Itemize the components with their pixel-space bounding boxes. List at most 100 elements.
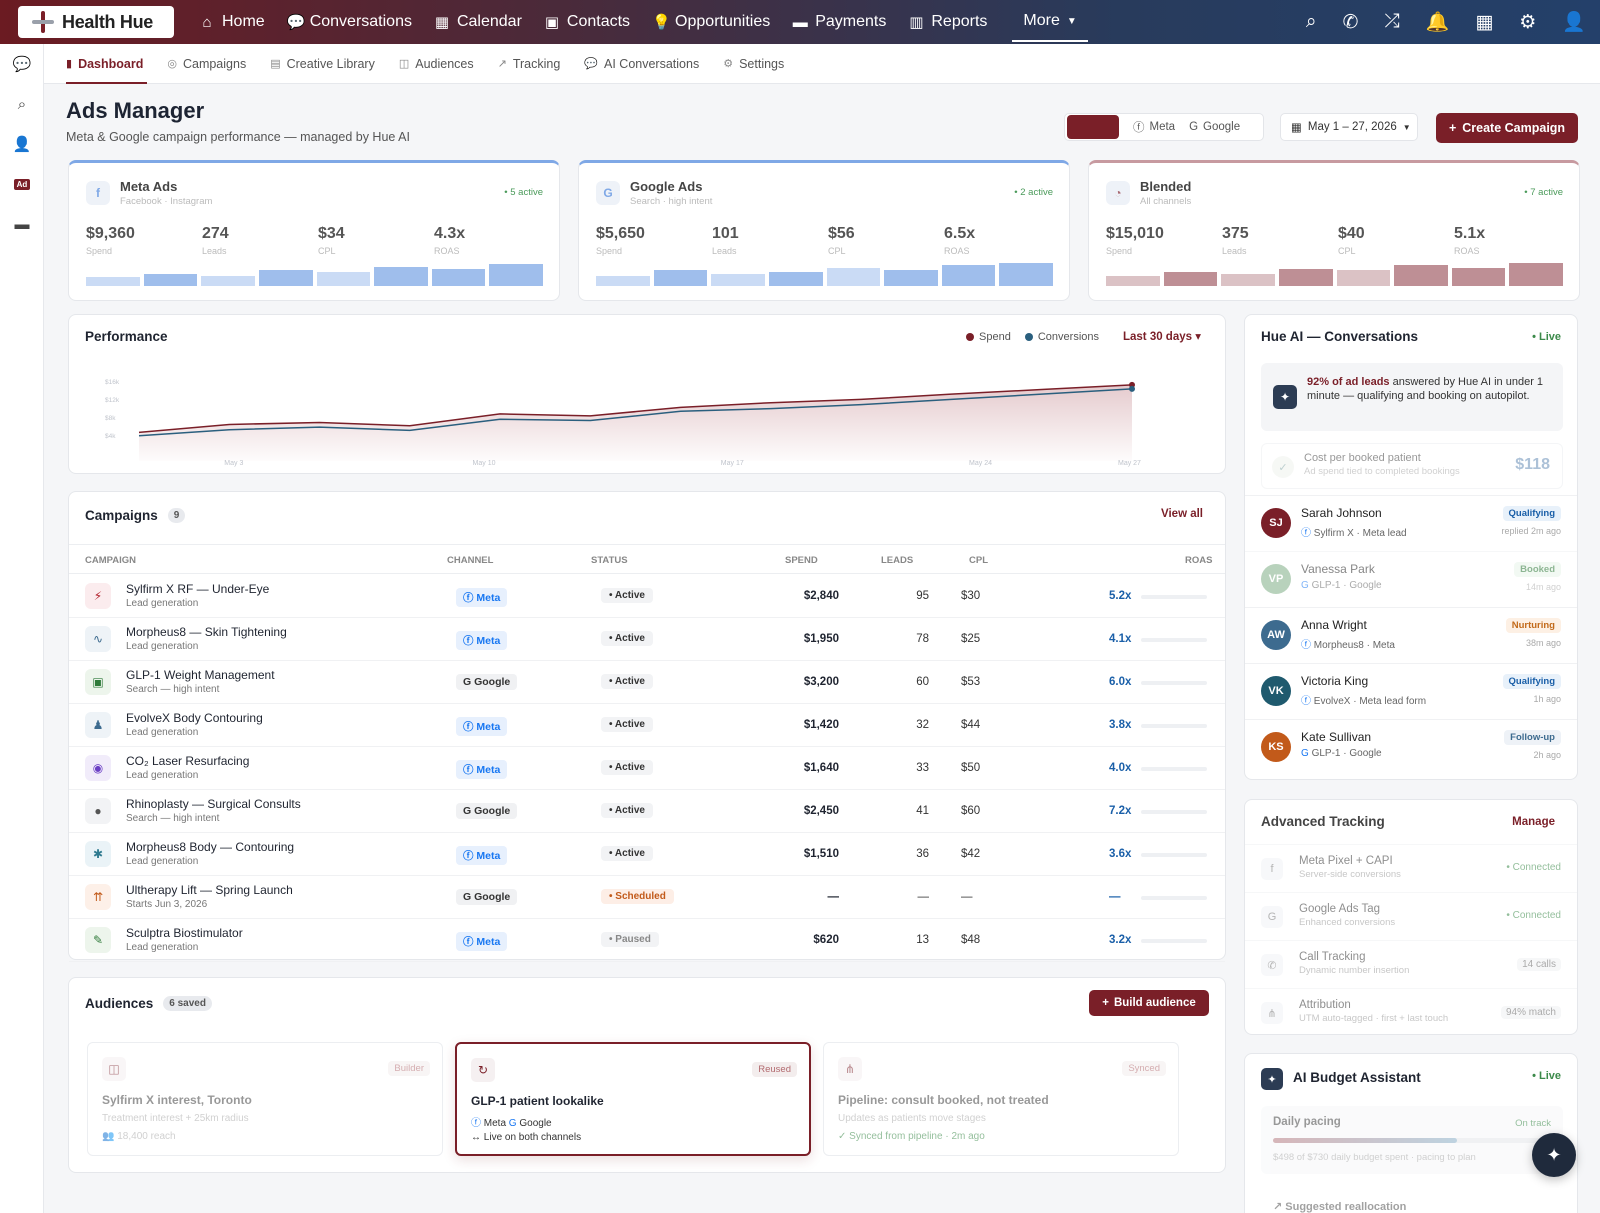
campaign-name[interactable]: Ultherapy Lift — Spring Launch [126, 883, 293, 897]
col-status[interactable]: STATUS [591, 555, 628, 566]
tracking-row[interactable]: f Meta Pixel + CAPI Server-side conversion… [1245, 844, 1577, 892]
sub-navigation: ▮ Dashboard ◎ Campaigns ▤ Creative Library ◫ Au… [44, 44, 1600, 84]
kpi-card-meta-ads[interactable]: f Meta Ads Facebook · Instagram • 5 active $… [68, 160, 560, 301]
table-row[interactable]: ▣ GLP-1 Weight Management Search — high in… [69, 660, 1225, 704]
search-icon[interactable]: ⌕ [1305, 11, 1317, 32]
campaign-name[interactable]: CO₂ Laser Resurfacing [126, 754, 250, 768]
campaign-type: Search — high intent [126, 813, 220, 824]
kpi-card-google-ads[interactable]: G Google Ads Search · high intent • 2 activ… [578, 160, 1070, 301]
table-row[interactable]: ✎ Sculptra Biostimulator Lead generation ⓕ … [69, 918, 1225, 962]
manage-link[interactable]: Manage [1512, 816, 1555, 828]
kpi-card-blended[interactable]: ◔ Blended All channels • 7 active $15,010 Spe… [1088, 160, 1580, 301]
tracking-row[interactable]: G Google Ads Tag Enhanced conversions • Con… [1245, 892, 1577, 940]
magic-wand-icon: ✦ [1273, 385, 1297, 409]
nav-conversations[interactable]: 💬 Conversations [286, 13, 412, 31]
col-campaign[interactable]: CAMPAIGN [85, 555, 137, 566]
nav-opportunities[interactable]: 💡 Opportunities [652, 13, 771, 31]
nav-payments[interactable]: ▬ Payments [792, 13, 887, 31]
tab-ai-conversations[interactable]: 💬 AI Conversations [584, 56, 700, 71]
build-audience-button[interactable]: + Build audience [1089, 990, 1209, 1016]
range-dropdown[interactable]: Last 30 days ▾ [1122, 331, 1201, 343]
col-spend[interactable]: SPEND [785, 555, 818, 566]
chevron-down-icon: ▼ [1402, 122, 1411, 132]
col-cpl[interactable]: CPL [969, 555, 988, 566]
performance-chart: $16k $12k $8k $4k May 3 May 10 May 17 May 24 May… [105, 379, 1141, 467]
table-row[interactable]: ∿ Morpheus8 — Skin Tightening Lead generat… [69, 617, 1225, 661]
conversation-row[interactable]: VP Vanessa Park G GLP-1 · Google Booked 14m … [1245, 551, 1577, 607]
filter-google-button[interactable]: G Google [1189, 121, 1241, 133]
x-tick-label: May 10 [473, 460, 496, 467]
table-row[interactable]: ⚡ Sylfirm X RF — Under-Eye Lead generation… [69, 574, 1225, 618]
contact-name: Victoria King [1301, 674, 1369, 688]
conversation-row[interactable]: VK Victoria King ⓕ EvolveX · Meta lead for… [1245, 663, 1577, 719]
leads-value: 60 [916, 676, 929, 688]
calendar-icon[interactable]: ▦ [1475, 11, 1494, 33]
col-channel[interactable]: CHANNEL [447, 555, 494, 566]
table-row[interactable]: ⇈ Ultherapy Lift — Spring Launch Starts Ju… [69, 875, 1225, 919]
tab-audiences[interactable]: ◫ Audiences [398, 56, 474, 71]
search-icon[interactable]: ⌕ [17, 95, 27, 113]
payments-icon[interactable]: ▬ [14, 215, 30, 233]
contacts-icon[interactable]: 👤 [12, 136, 32, 153]
date-range-picker[interactable]: ▦ May 1 – 27, 2026 ▼ [1280, 113, 1418, 141]
table-row[interactable]: ◉ CO₂ Laser Resurfacing Lead generation ⓕ M… [69, 746, 1225, 790]
create-campaign-button[interactable]: + Create Campaign [1436, 113, 1578, 143]
campaign-name[interactable]: Morpheus8 Body — Contouring [126, 840, 295, 854]
conversation-row[interactable]: SJ Sarah Johnson ⓕ Sylfirm X · Meta lead Qu… [1245, 495, 1577, 551]
gear-icon[interactable]: ⚙ [1519, 11, 1537, 33]
tracking-row[interactable]: ⋔ Attribution UTM auto-tagged · first + la… [1245, 988, 1577, 1036]
legend-spend: Spend [966, 331, 1011, 343]
plus-icon: + [1102, 997, 1109, 1009]
audience-card[interactable]: ◫ Builder Sylfirm X interest, Toronto Treat… [87, 1042, 443, 1156]
tab-creative-library[interactable]: ▤ Creative Library [270, 56, 375, 71]
nav-reports[interactable]: ▥ Reports [909, 13, 988, 31]
kpi-metric: 375 Leads [1222, 225, 1249, 256]
campaign-name[interactable]: GLP-1 Weight Management [126, 668, 275, 682]
lead-source: ⓕ EvolveX · Meta lead form [1301, 696, 1427, 707]
campaign-name[interactable]: Rhinoplasty — Surgical Consults [126, 797, 301, 811]
col-roas[interactable]: ROAS [1185, 555, 1213, 566]
audience-card[interactable]: ↻ Reused GLP-1 patient lookalike ⓕ Meta G G… [455, 1042, 811, 1156]
user-icon[interactable]: 👤 [1562, 12, 1586, 33]
campaign-name[interactable]: Sylfirm X RF — Under-Eye [126, 582, 270, 596]
conversation-time: 38m ago [1525, 638, 1561, 648]
more-menu[interactable]: More ▼ [1012, 2, 1088, 42]
x-tick-label: May 24 [969, 460, 992, 467]
tracking-row[interactable]: ✆ Call Tracking Dynamic number insertion 14… [1245, 940, 1577, 988]
conversation-row[interactable]: AW Anna Wright ⓕ Morpheus8 · Meta Nurturing… [1245, 607, 1577, 663]
roas-value: 4.1x [1109, 633, 1132, 645]
table-row[interactable]: ✱ Morpheus8 Body — Contouring Lead generat… [69, 832, 1225, 876]
tab-campaigns[interactable]: ◎ Campaigns [167, 56, 247, 71]
ai-assistant-fab[interactable]: ✦ [1532, 1133, 1576, 1177]
table-row[interactable]: ● Rhinoplasty — Surgical Consults Search —… [69, 789, 1225, 833]
conversation-row[interactable]: KS Kate Sullivan G GLP-1 · Google Follow-up… [1245, 719, 1577, 775]
chat-icon[interactable]: 💬 [12, 56, 32, 73]
tab-tracking[interactable]: ↗ Tracking [497, 56, 561, 71]
campaign-type: Starts Jun 3, 2026 [126, 899, 208, 910]
lead-source: G GLP-1 · Google [1301, 748, 1382, 759]
bell-icon[interactable]: 🔔 [1425, 12, 1450, 33]
tab-settings[interactable]: ⚙ Settings [723, 56, 785, 71]
campaign-name[interactable]: EvolveX Body Contouring [126, 711, 263, 725]
campaign-name[interactable]: Morpheus8 — Skin Tightening [126, 625, 287, 639]
view-all-link[interactable]: View all [1161, 508, 1203, 520]
suggested-reallocation[interactable]: ↗ Suggested reallocation [1273, 1201, 1407, 1213]
col-leads[interactable]: LEADS [881, 555, 914, 566]
nav-home[interactable]: ⌂ Home [188, 0, 276, 44]
filter-all-button[interactable] [1067, 115, 1119, 139]
nav-calendar[interactable]: ▦ Calendar [434, 13, 522, 31]
audience-card[interactable]: ⋔ Synced Pipeline: consult booked, not tre… [823, 1042, 1179, 1156]
shuffle-icon[interactable]: ⤮ [1384, 11, 1400, 32]
ads-icon[interactable]: Ad [0, 164, 44, 204]
table-row[interactable]: ♟ EvolveX Body Contouring Lead generation ⓕ… [69, 703, 1225, 747]
contact-name: Sarah Johnson [1301, 506, 1382, 520]
tab-dashboard[interactable]: ▮ Dashboard [66, 44, 148, 84]
nav-contacts[interactable]: ▣ Contacts [544, 13, 631, 31]
filter-meta-button[interactable]: ⓕ Meta [1133, 121, 1176, 134]
channel-icon: G [596, 181, 620, 205]
phone-icon[interactable]: ✆ [1342, 11, 1359, 33]
app-logo[interactable]: Health Hue [18, 6, 174, 38]
campaign-name[interactable]: Sculptra Biostimulator [126, 926, 243, 940]
kpi-bar [941, 265, 996, 286]
meta-icon: ⓕ [463, 850, 474, 862]
